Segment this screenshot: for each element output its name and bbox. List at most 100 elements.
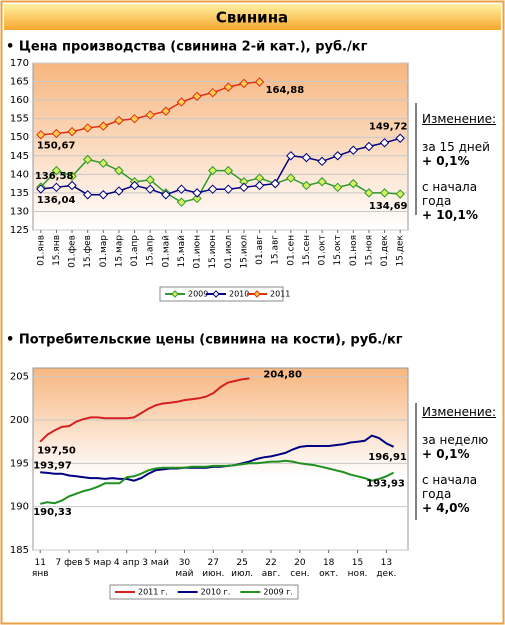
marker <box>176 184 187 194</box>
marker <box>176 197 187 207</box>
x-tick-label: 01.июл <box>224 235 234 269</box>
marker <box>51 128 62 139</box>
marker <box>286 151 296 161</box>
legend-label: 2009 <box>188 290 208 299</box>
x-tick-label: 25 июл. <box>231 558 253 579</box>
marker <box>317 177 327 187</box>
value-label: 134,69 <box>369 201 408 212</box>
marker <box>82 154 93 165</box>
marker <box>379 188 390 198</box>
marker <box>332 151 343 161</box>
panel-period: с начала года <box>422 473 478 501</box>
x-tick-label-line: дек. <box>376 569 396 579</box>
marker <box>254 77 265 87</box>
marker <box>67 171 77 181</box>
panel-change: + 0,1% <box>422 447 470 461</box>
x-tick-label-line: 25 <box>236 558 247 568</box>
marker <box>176 97 187 107</box>
y-tick-label: 200 <box>10 415 29 426</box>
marker <box>129 113 140 124</box>
x-tick-label: 5 мар <box>85 558 112 568</box>
value-label: 136,58 <box>35 171 74 182</box>
panel-change: + 10,1% <box>422 208 478 222</box>
x-tick-label-line: 3 май <box>142 558 169 568</box>
x-tick-label: 18 окт. <box>319 558 338 579</box>
value-label: 150,67 <box>37 141 76 152</box>
legend-marker <box>212 290 220 298</box>
x-tick-label: 22 авг. <box>262 558 280 579</box>
legend-label: 2010 <box>229 290 249 299</box>
marker <box>67 180 77 191</box>
marker <box>161 190 171 200</box>
x-tick-label: 15.мар <box>114 235 124 268</box>
plot-area <box>32 62 409 231</box>
x-tick-label-line: 27 <box>208 558 219 568</box>
x-tick-label: 15.апр <box>146 235 156 267</box>
marker <box>145 110 155 120</box>
x-tick-label: 20 сен. <box>290 558 309 579</box>
panel-period: за 15 дней <box>422 140 490 154</box>
x-tick-label-line: 11 <box>34 558 45 568</box>
value-label: 197,50 <box>37 446 76 457</box>
marker <box>207 87 218 98</box>
y-tick-label: 150 <box>10 132 29 143</box>
x-tick-label: 01.янв <box>36 235 46 266</box>
x-tick-label: 01.окт <box>318 235 328 266</box>
marker <box>114 186 124 196</box>
marker <box>364 141 374 152</box>
marker <box>254 180 265 191</box>
title-bar <box>4 4 501 30</box>
value-label: 136,04 <box>37 195 76 206</box>
x-tick-label: 01.ноя <box>349 235 359 266</box>
x-tick-label: 15.июн <box>208 235 218 269</box>
x-tick-label: 15 ноя. <box>348 558 368 579</box>
value-label: 190,33 <box>33 507 72 518</box>
marker <box>51 182 62 193</box>
marker <box>317 156 327 167</box>
x-tick-label: 01.фев <box>68 235 78 268</box>
panel-period: за неделю <box>422 433 489 447</box>
x-tick-label: 15.дек <box>396 234 406 266</box>
x-tick-label: 7 фев <box>55 558 82 568</box>
y-tick-label: 140 <box>10 169 29 180</box>
x-tick-label-line: 15 <box>352 558 363 568</box>
x-tick-label-line: 7 фев <box>55 558 82 568</box>
x-tick-label: 13 дек. <box>376 558 396 579</box>
value-label: 164,88 <box>266 85 305 96</box>
series-line <box>39 377 250 443</box>
marker <box>239 182 249 193</box>
side-panel: Изменение: за неделю + 0,1% с начала года + … <box>422 405 496 527</box>
marker <box>114 165 124 176</box>
marker <box>348 145 359 155</box>
marker <box>332 182 343 193</box>
marker <box>223 184 234 194</box>
x-tick-label-line: 18 <box>323 558 335 568</box>
x-tick-label: 15.фев <box>83 235 93 268</box>
x-tick-label-line: 20 <box>294 558 306 568</box>
marker <box>51 165 62 176</box>
y-tick-label: 165 <box>10 77 29 88</box>
x-tick-label: 01.апр <box>130 235 140 267</box>
marker <box>114 115 124 126</box>
x-tick-label: 15.авг <box>271 235 281 265</box>
marker <box>207 184 218 194</box>
marker <box>98 121 109 131</box>
marker <box>348 178 359 189</box>
y-tick-label: 130 <box>10 206 29 217</box>
value-label: 204,80 <box>263 369 302 380</box>
series-line <box>39 459 395 505</box>
marker <box>286 173 296 183</box>
value-label: 193,97 <box>33 460 72 471</box>
y-tick-label: 145 <box>10 151 29 162</box>
x-tick-label-line: ноя. <box>348 569 368 579</box>
x-tick-label: 15.янв <box>52 235 62 266</box>
marker <box>395 133 405 143</box>
legend-marker <box>253 290 261 298</box>
x-tick-label: 15.июл <box>239 235 249 269</box>
marker <box>364 188 374 198</box>
marker <box>145 184 155 194</box>
x-tick-label-line: окт. <box>319 569 338 579</box>
y-tick-label: 135 <box>10 188 29 199</box>
